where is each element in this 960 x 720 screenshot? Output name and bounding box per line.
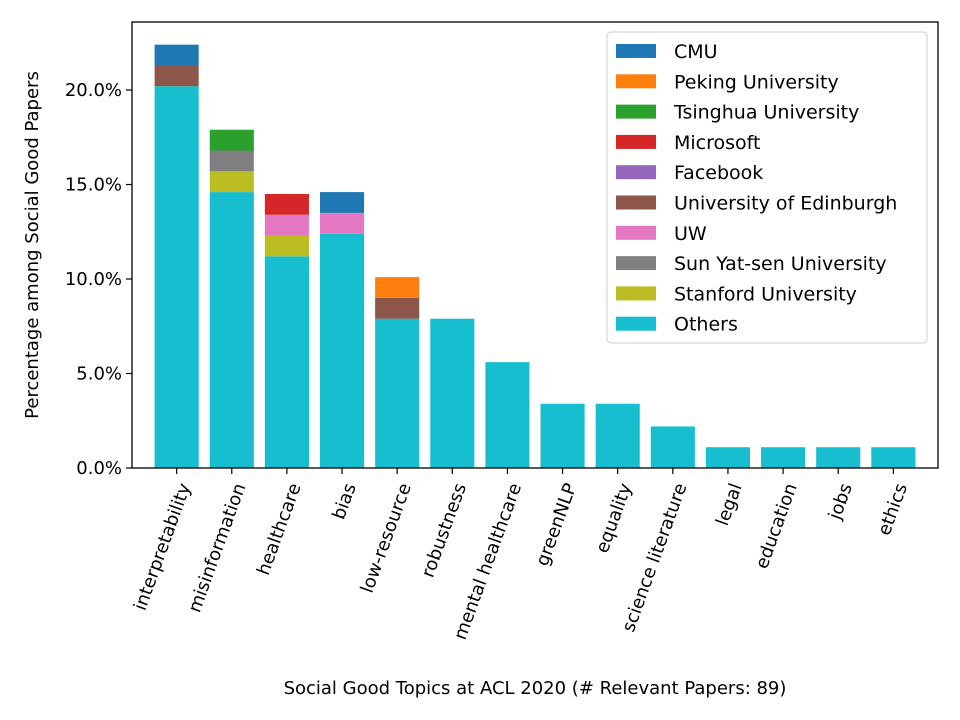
legend-label-stanford-university: Stanford University [674,283,857,305]
legend-label-tsinghua-university: Tsinghua University [673,102,859,124]
bar-healthcare-uw [264,214,309,236]
bar-bias-others [319,233,365,468]
legend-swatch-uw [616,225,656,240]
bar-low-resource-university-of-edinburgh [375,297,420,319]
legend-label-microsoft: Microsoft [674,132,760,154]
bar-mental-healthcare-others [485,362,530,468]
bar-legal-others [705,447,751,468]
bar-misinformation-sun-yat-sen-university [209,150,254,172]
bar-equality-others [595,403,640,468]
legend-swatch-facebook [616,165,656,180]
bar-bias-uw [319,212,365,234]
legend-swatch-university-of-edinburgh [616,195,656,210]
y-axis-title: Percentage among Social Good Papers [22,71,43,419]
y-tick-label: 10.0% [65,269,122,290]
bar-greennlp-others [540,403,585,468]
legend-label-facebook: Facebook [674,162,763,184]
bar-misinformation-stanford-university [209,171,254,193]
bar-healthcare-microsoft [264,193,309,215]
legend: CMU Peking University Tsinghua University M… [606,31,928,344]
legend-swatch-sun-yat-sen-university [616,256,656,271]
bar-misinformation-tsinghua-university [209,129,254,151]
bar-misinformation-others [209,192,254,468]
bar-healthcare-others [264,256,309,468]
legend-swatch-peking-university [616,74,656,89]
y-tick-label: 20.0% [65,80,122,101]
y-tick-label: 0.0% [76,458,122,479]
y-axis: 0.0% 5.0% 10.0% 15.0% 20.0% [65,80,132,479]
legend-label-peking-university: Peking University [674,71,839,93]
bar-jobs-others [816,447,861,468]
bar-low-resource-others [375,318,420,468]
legend-swatch-tsinghua-university [616,104,656,119]
legend-label-university-of-edinburgh: University of Edinburgh [674,193,897,215]
bar-interpretability-cmu [154,44,199,66]
bar-robustness-others [430,318,475,468]
legend-swatch-cmu [616,44,656,58]
bar-interpretability-university-of-edinburgh [154,65,199,87]
y-tick-label: 5.0% [76,364,122,385]
legend-swatch-stanford-university [616,286,656,301]
legend-label-cmu: CMU [674,41,718,63]
bar-science-literature-others [650,426,695,468]
bar-interpretability-others [154,86,199,468]
bars-layer [154,44,916,468]
legend-box [606,31,928,344]
y-tick-label: 15.0% [65,175,122,196]
x-axis-title: Social Good Topics at ACL 2020 (# Releva… [284,678,787,699]
legend-label-sun-yat-sen-university: Sun Yat-sen University [674,253,887,275]
bar-ethics-others [871,447,916,468]
legend-swatch-microsoft [616,134,656,149]
legend-label-uw: UW [674,223,707,245]
legend-label-others: Others [674,314,738,336]
bar-education-others [761,447,806,468]
bar-bias-cmu [319,192,365,213]
bar-low-resource-peking-university [375,277,420,298]
plot-frame [131,21,939,469]
legend-swatch-others [616,316,656,331]
bar-healthcare-stanford-university [264,235,309,257]
